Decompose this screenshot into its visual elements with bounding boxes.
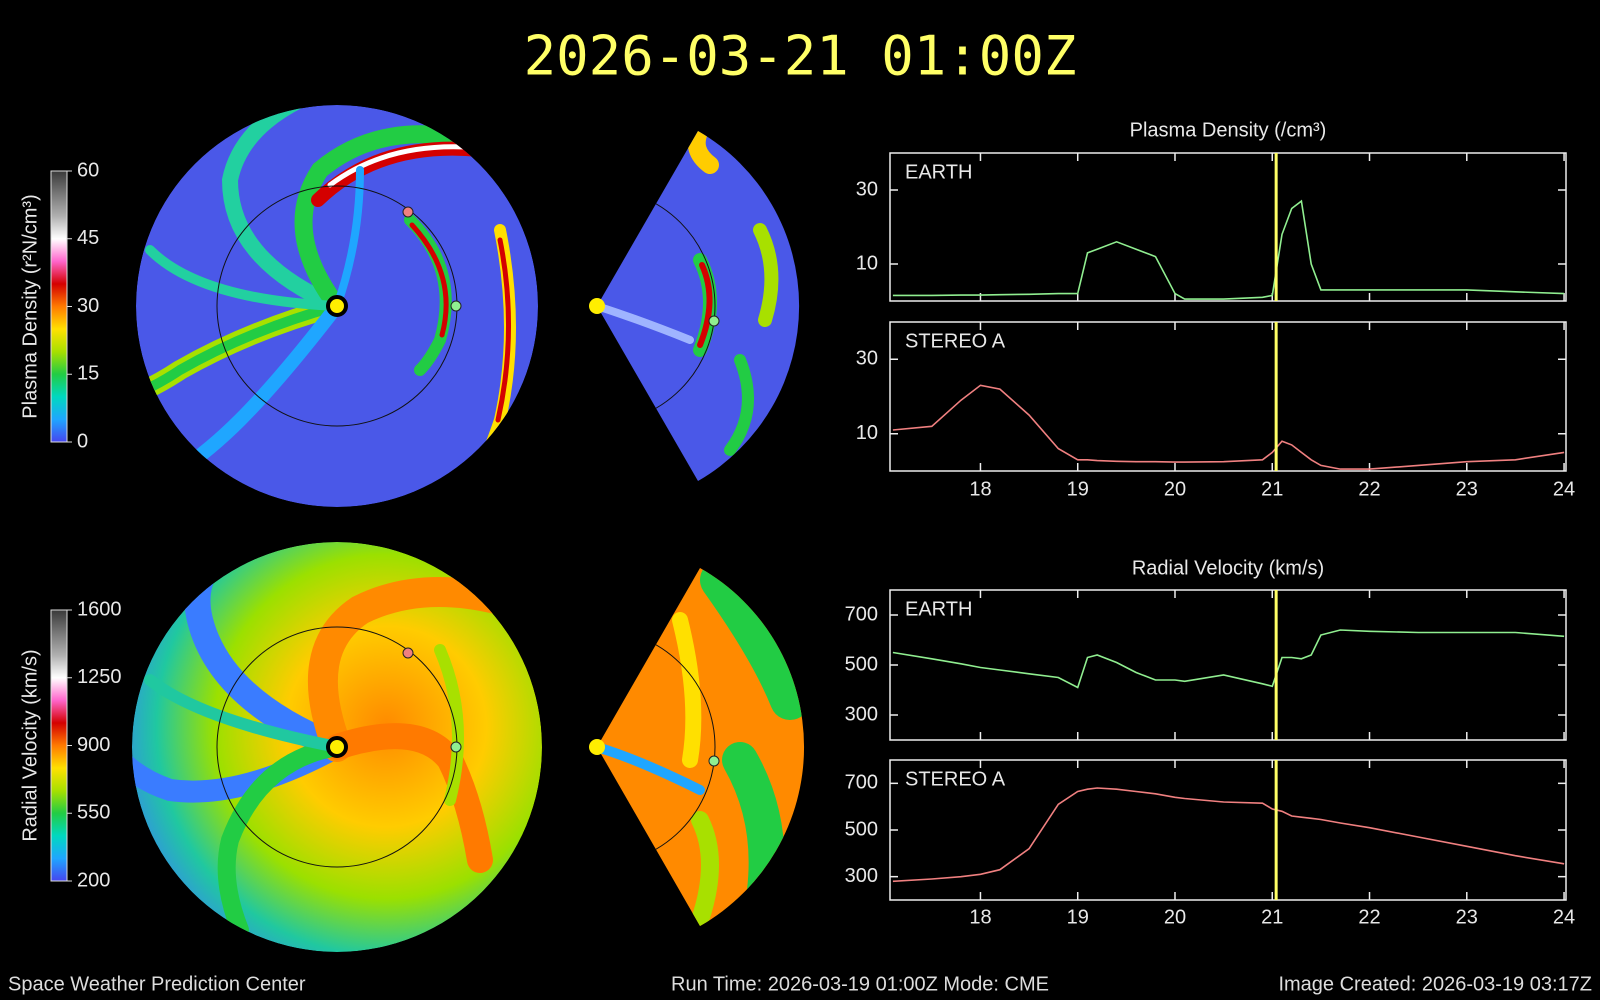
x-tick-label: 20 (1164, 478, 1186, 500)
x-tick-label: 23 (1456, 478, 1478, 500)
x-tick-label: 18 (969, 478, 991, 500)
panel-group-title: Radial Velocity (km/s) (1132, 557, 1324, 579)
series-line (892, 199, 1565, 300)
x-tick-label: 18 (969, 906, 991, 928)
y-tick-label: 300 (845, 865, 878, 887)
y-tick-label: 30 (856, 348, 878, 370)
panel-label: STEREO A (905, 330, 1006, 352)
color-bar-tick-label: 1250 (77, 666, 122, 688)
color-bar-tick-label: 200 (77, 869, 110, 891)
y-tick-label: 700 (845, 603, 878, 625)
color-bar-tick-label: 900 (77, 734, 110, 756)
y-tick-label: 30 (856, 178, 878, 200)
panel-frame (889, 152, 1567, 302)
color-bar-tick-label: 30 (77, 295, 99, 317)
y-tick-label: 500 (845, 653, 878, 675)
x-tick-label: 21 (1261, 906, 1283, 928)
color-bar-tick-label: 45 (77, 227, 99, 249)
footer-right: Image Created: 2026-03-19 03:17Z (1278, 973, 1592, 995)
color-bar-tick-label: 0 (77, 430, 88, 452)
color-bar-tick-label: 60 (77, 159, 99, 181)
panel-group-title: Plasma Density (/cm³) (1130, 119, 1327, 141)
y-tick-label: 10 (856, 422, 878, 444)
sun (589, 298, 605, 314)
footer-center: Run Time: 2026-03-19 01:00Z Mode: CME (671, 973, 1049, 995)
sun (589, 739, 605, 755)
panel-frame (889, 321, 1567, 472)
x-tick-label: 19 (1067, 478, 1089, 500)
x-tick-label: 24 (1553, 906, 1575, 928)
earth-marker (450, 300, 462, 312)
stereo-a-marker (402, 206, 414, 218)
footer-left: Space Weather Prediction Center (8, 973, 306, 995)
x-tick-label: 19 (1067, 906, 1089, 928)
color-bar-label: Plasma Density (r²N/cm³) (19, 194, 41, 418)
x-tick-label: 22 (1358, 906, 1380, 928)
earth-marker (450, 741, 462, 753)
series-line (892, 787, 1565, 883)
series-line (892, 629, 1565, 689)
x-tick-label: 20 (1164, 906, 1186, 928)
x-tick-label: 23 (1456, 906, 1478, 928)
color-bar-tick-label: 1600 (77, 598, 122, 620)
x-tick-label: 21 (1261, 478, 1283, 500)
series-line (892, 384, 1565, 470)
color-bar-tick-label: 15 (77, 363, 99, 385)
stereo-a-marker (402, 647, 414, 659)
earth-marker (708, 315, 720, 327)
x-tick-label: 22 (1358, 478, 1380, 500)
x-tick-label: 24 (1553, 478, 1575, 500)
color-bar-tick-label: 550 (77, 802, 110, 824)
y-tick-label: 300 (845, 703, 878, 725)
y-tick-label: 500 (845, 818, 878, 840)
color-bar (50, 170, 68, 443)
run-title: 2026-03-21 01:00Z (524, 25, 1077, 88)
color-bar (50, 609, 68, 882)
color-bar-label: Radial Velocity (km/s) (19, 649, 41, 841)
sun (326, 295, 348, 317)
panel-label: EARTH (905, 161, 972, 183)
y-tick-label: 10 (856, 252, 878, 274)
panel-label: STEREO A (905, 768, 1006, 790)
sun (326, 736, 348, 758)
panel-label: EARTH (905, 598, 972, 620)
y-tick-label: 700 (845, 772, 878, 794)
earth-marker (708, 755, 720, 767)
